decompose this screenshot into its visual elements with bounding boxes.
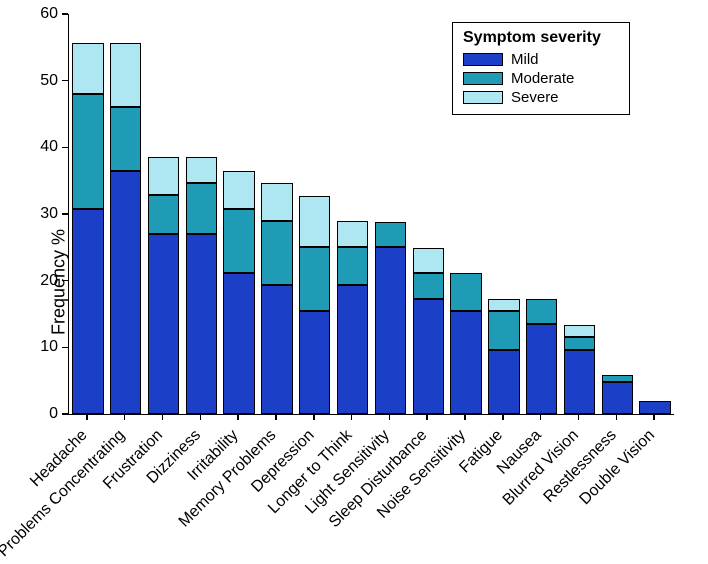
bar-segment-moderate (186, 183, 217, 234)
bar-segment-mild (148, 234, 179, 414)
bar (110, 43, 141, 414)
bar-segment-severe (223, 171, 254, 210)
legend-item: Mild (463, 51, 619, 68)
bar-segment-moderate (413, 273, 444, 298)
bar-segment-moderate (299, 247, 330, 311)
bar-segment-mild (639, 401, 670, 414)
bar-segment-severe (337, 221, 368, 246)
y-tick-label: 60 (40, 5, 58, 23)
bar-segment-severe (488, 299, 519, 312)
legend-label: Severe (511, 89, 559, 106)
bar-segment-mild (299, 311, 330, 414)
bar (413, 248, 444, 414)
legend-swatch (463, 91, 503, 104)
bar-segment-mild (488, 350, 519, 414)
bar-segment-moderate (148, 195, 179, 234)
bar-segment-moderate (223, 209, 254, 273)
bar-segment-severe (186, 157, 217, 182)
bar-segment-moderate (564, 337, 595, 350)
legend-swatch (463, 53, 503, 66)
legend-label: Mild (511, 51, 539, 68)
bar (639, 401, 670, 414)
bar-segment-mild (110, 171, 141, 414)
bar-segment-mild (261, 285, 292, 414)
bar (526, 299, 557, 414)
y-tick-label: 0 (49, 405, 58, 423)
bar-segment-mild (72, 209, 103, 414)
bar-segment-mild (413, 299, 444, 414)
bar-segment-moderate (72, 94, 103, 209)
bar-segment-severe (110, 43, 141, 107)
y-tick-label: 10 (40, 338, 58, 356)
bar (299, 196, 330, 414)
bar-segment-severe (72, 43, 103, 94)
bar-segment-moderate (602, 375, 633, 382)
bar-segment-mild (526, 324, 557, 414)
bar-segment-moderate (375, 222, 406, 247)
bar-segment-moderate (337, 247, 368, 286)
bar-segment-severe (564, 325, 595, 338)
legend-item: Severe (463, 89, 619, 106)
bar (564, 325, 595, 414)
bar (223, 171, 254, 414)
y-tick-label: 30 (40, 205, 58, 223)
bar-segment-mild (186, 234, 217, 414)
y-tick-label: 50 (40, 72, 58, 90)
bar-segment-moderate (110, 107, 141, 171)
bar (450, 273, 481, 414)
legend-item: Moderate (463, 70, 619, 87)
bar (186, 157, 217, 414)
bar (261, 183, 292, 414)
bar-segment-mild (375, 247, 406, 414)
bar-segment-moderate (450, 273, 481, 312)
bar (375, 222, 406, 414)
y-tick-label: 40 (40, 138, 58, 156)
bar-segment-moderate (526, 299, 557, 324)
bar-segment-moderate (261, 221, 292, 285)
legend-swatch (463, 72, 503, 85)
y-tick-label: 20 (40, 272, 58, 290)
bar-segment-mild (564, 350, 595, 414)
plot-area: Symptom severity Mild Moderate Severe (68, 14, 674, 415)
chart-container: Frequency % 0102030405060 Symptom severi… (0, 0, 708, 564)
bar-segment-severe (413, 248, 444, 273)
bar (72, 43, 103, 414)
bar-segment-severe (261, 183, 292, 222)
bar-segment-mild (602, 382, 633, 414)
bar (488, 299, 519, 414)
bar-segment-mild (450, 311, 481, 414)
bar-segment-mild (223, 273, 254, 414)
bar (148, 157, 179, 414)
bar-segment-mild (337, 285, 368, 414)
bar-segment-severe (148, 157, 179, 196)
x-axis-labels: HeadacheProblems ConcentratingFrustratio… (68, 416, 673, 556)
legend-title: Symptom severity (463, 29, 619, 47)
legend: Symptom severity Mild Moderate Severe (452, 22, 630, 115)
y-axis-ticks: 0102030405060 (0, 14, 68, 414)
bar (337, 221, 368, 414)
bar-segment-moderate (488, 311, 519, 350)
bar (602, 375, 633, 414)
bar-segment-severe (299, 196, 330, 247)
legend-label: Moderate (511, 70, 574, 87)
